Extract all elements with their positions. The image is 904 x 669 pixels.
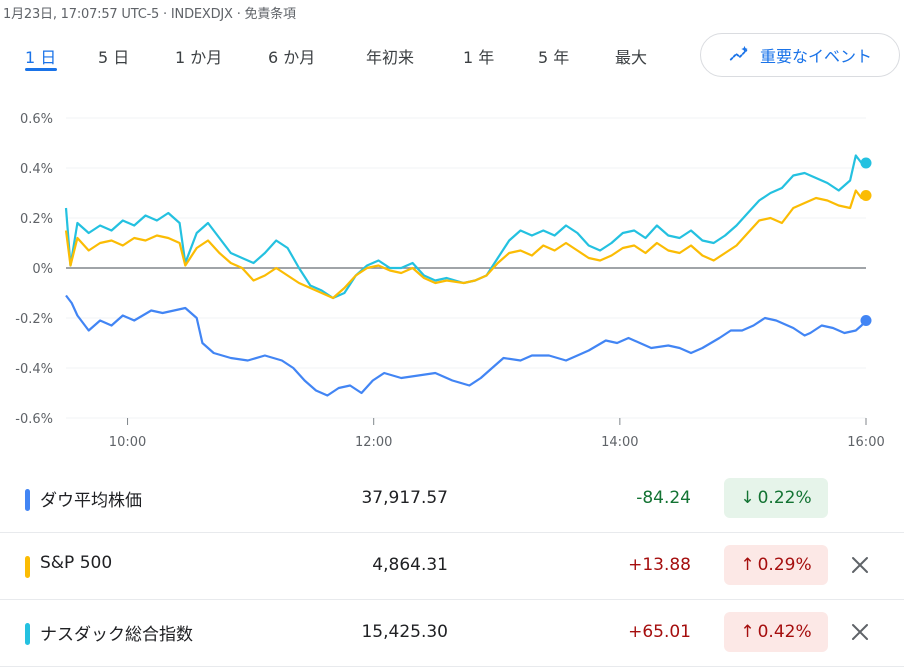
- y-tick-label: -0.6%: [15, 412, 53, 427]
- percent-value: 0.42%: [757, 622, 812, 642]
- chart-grid: [66, 117, 866, 419]
- tab-5-days[interactable]: 5 日: [98, 48, 130, 67]
- index-name: ナスダック総合指数: [40, 625, 193, 645]
- series-endpoint-dot: [860, 157, 872, 169]
- x-tick-label: 10:00: [109, 435, 146, 450]
- series-line: [64, 154, 866, 300]
- index-price: 4,864.31: [372, 555, 448, 575]
- y-axis-ticks: 0.6% 0.4% 0.2% 0% -0.2% -0.4% -0.6%: [15, 112, 53, 427]
- tab-max[interactable]: 最大: [615, 48, 648, 67]
- y-tick-label: -0.2%: [15, 312, 53, 327]
- range-tabs: 1 日 5 日 1 か月 6 か月 年初来 1 年 5 年 最大: [0, 36, 904, 76]
- list-item-sp500[interactable]: S&P 500 4,864.31 +13.88 ↑ 0.29%: [0, 533, 904, 600]
- y-tick-label: 0.4%: [20, 162, 53, 177]
- arrow-up-icon: ↑: [740, 622, 755, 642]
- close-icon[interactable]: [848, 620, 872, 644]
- percent-value: 0.29%: [757, 555, 812, 575]
- index-comparison-list: ダウ平均株価 37,917.57 -84.24 ↓ 0.22% S&P 500 …: [0, 466, 904, 667]
- index-price: 15,425.30: [361, 622, 448, 642]
- y-tick-label: 0%: [32, 262, 53, 277]
- close-icon[interactable]: [848, 553, 872, 577]
- tab-1-year[interactable]: 1 年: [463, 48, 495, 67]
- chart-meta-line: 1月23日, 17:07:57 UTC-5 · INDEXDJX · 免責条項: [3, 7, 296, 22]
- active-tab-indicator: [25, 68, 57, 71]
- chart-series: [64, 154, 872, 397]
- key-events-label: 重要なイベント: [759, 47, 872, 66]
- list-item-nasdaq[interactable]: ナスダック総合指数 15,425.30 +65.01 ↑ 0.42%: [0, 600, 904, 667]
- index-change: -84.24: [636, 488, 691, 508]
- tab-5-years[interactable]: 5 年: [538, 48, 570, 67]
- index-price: 37,917.57: [361, 488, 448, 508]
- series-color-swatch: [25, 623, 30, 645]
- y-tick-label: 0.6%: [20, 112, 53, 127]
- tab-1-month[interactable]: 1 か月: [175, 48, 223, 67]
- x-axis-ticks: 10:00 12:00 14:00 16:00: [109, 418, 885, 450]
- series-line: [64, 189, 867, 300]
- series-endpoint-dot: [860, 190, 872, 201]
- percent-change-badge: ↓ 0.22%: [724, 478, 828, 518]
- intraday-comparison-chart[interactable]: 0.6% 0.4% 0.2% 0% -0.2% -0.4% -0.6% 10:00 12:00…: [0, 100, 904, 460]
- key-events-button[interactable]: 重要なイベント: [700, 33, 900, 77]
- y-tick-label: -0.4%: [15, 362, 53, 377]
- percent-change-badge: ↑ 0.42%: [724, 612, 828, 652]
- x-tick-label: 16:00: [847, 435, 884, 450]
- index-name: ダウ平均株価: [40, 491, 142, 511]
- tab-1-day[interactable]: 1 日: [25, 48, 57, 67]
- percent-value: 0.22%: [757, 488, 812, 508]
- index-change: +65.01: [628, 622, 691, 642]
- arrow-up-icon: ↑: [740, 555, 755, 575]
- tab-6-months[interactable]: 6 か月: [268, 48, 316, 67]
- series-color-swatch: [25, 556, 30, 578]
- series-endpoint-dot: [860, 315, 872, 326]
- tab-ytd[interactable]: 年初来: [366, 48, 415, 67]
- x-tick-label: 14:00: [601, 435, 638, 450]
- index-change: +13.88: [628, 555, 691, 575]
- x-tick-label: 12:00: [355, 435, 392, 450]
- index-name: S&P 500: [40, 553, 113, 573]
- arrow-down-icon: ↓: [740, 488, 755, 508]
- y-tick-label: 0.2%: [20, 212, 53, 227]
- list-item-dow[interactable]: ダウ平均株価 37,917.57 -84.24 ↓ 0.22%: [0, 466, 904, 533]
- series-line: [65, 294, 867, 397]
- series-color-swatch: [25, 489, 30, 511]
- percent-change-badge: ↑ 0.29%: [724, 545, 828, 585]
- sparkle-trend-icon: [729, 45, 748, 61]
